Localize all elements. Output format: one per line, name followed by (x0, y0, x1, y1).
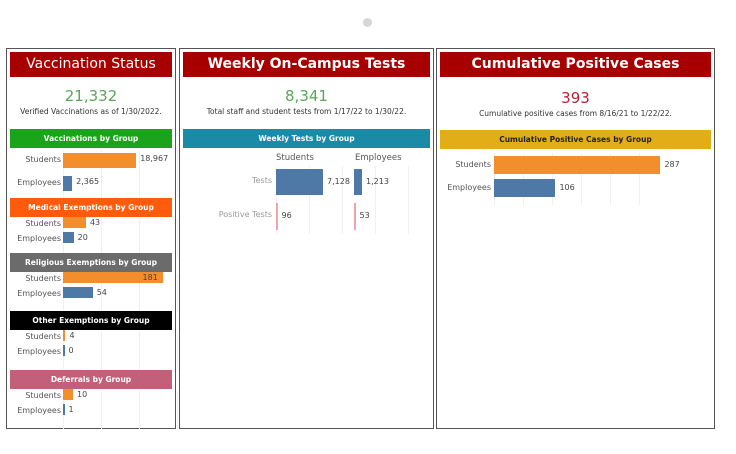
gridline (63, 150, 64, 198)
vaccination-subtitle: Verified Vaccinations as of 1/30/2022. (20, 107, 162, 116)
students-bar[interactable] (494, 156, 661, 174)
gridline (177, 150, 178, 198)
employees-bar[interactable] (63, 404, 65, 415)
row-label: Employees (17, 178, 61, 187)
gridline (610, 153, 611, 205)
cases-section-header: Cumulative Positive Cases by Group (440, 130, 711, 149)
bar-value: 2,365 (76, 177, 100, 186)
vaccination-title: Vaccination Status (10, 52, 172, 77)
bar-value: 7,128 (327, 177, 350, 186)
students-bar[interactable] (63, 217, 86, 228)
employees-bar[interactable] (63, 287, 93, 298)
students-bar[interactable] (276, 169, 324, 195)
gridline (139, 150, 140, 198)
cases-title: Cumulative Positive Cases (440, 52, 711, 77)
row-label: Employees (17, 234, 61, 243)
gridline (101, 391, 102, 429)
bar-value: 53 (359, 211, 370, 220)
column-header-students: Students (276, 153, 314, 163)
students-bar[interactable] (276, 203, 278, 230)
tests-panel: Weekly On-Campus Tests 8,341 Total staff… (179, 48, 434, 429)
bar-value: 0 (68, 346, 74, 355)
students-bar[interactable] (63, 389, 73, 400)
row-label: Students (25, 391, 61, 400)
gridline (309, 166, 310, 234)
gridline (581, 153, 582, 205)
row-label: Students (455, 160, 491, 169)
gridline (177, 274, 178, 312)
gridline (101, 332, 102, 370)
bar-value: 96 (281, 211, 292, 220)
employees-bar[interactable] (63, 232, 74, 243)
cases-subtitle: Cumulative positive cases from 8/16/21 t… (479, 109, 672, 118)
employees-bar[interactable] (354, 203, 356, 230)
employees-bar[interactable] (63, 345, 65, 356)
row-label: Students (25, 219, 61, 228)
vaccination-panel: Vaccination Status 21,332 Verified Vacci… (6, 48, 178, 429)
bar-value: 1,213 (366, 177, 389, 186)
row-label: Positive Tests (218, 210, 272, 219)
students-bar[interactable] (63, 153, 137, 168)
bar-value: 4 (69, 331, 75, 340)
cases-total: 393 (561, 89, 590, 107)
page-indicator-dot[interactable] (363, 18, 372, 27)
tests-subtitle: Total staff and student tests from 1/17/… (206, 107, 407, 116)
tests-title: Weekly On-Campus Tests (183, 52, 430, 77)
employees-bar[interactable] (494, 179, 556, 197)
gridline (139, 391, 140, 429)
bar-value: 20 (77, 233, 88, 242)
bar-value: 54 (96, 288, 107, 297)
row-label: Employees (17, 289, 61, 298)
bar-value: 10 (77, 390, 88, 399)
gridline (139, 332, 140, 370)
gridline (177, 332, 178, 370)
employees-bar[interactable] (63, 176, 73, 191)
students-bar[interactable] (63, 330, 66, 341)
gridline (101, 150, 102, 198)
row-label: Students (25, 332, 61, 341)
bar-value: 1 (68, 405, 74, 414)
students-bar[interactable] (63, 272, 163, 283)
bar-value: 18,967 (140, 154, 169, 163)
employees-bar[interactable] (354, 169, 362, 195)
tests-section-header: Weekly Tests by Group (183, 129, 430, 148)
section-header: Religious Exemptions by Group (10, 253, 172, 272)
section-header: Other Exemptions by Group (10, 311, 172, 330)
gridline (101, 274, 102, 312)
bar-value: 106 (559, 183, 575, 192)
tests-total: 8,341 (285, 87, 328, 105)
gridline (639, 153, 640, 205)
gridline (342, 166, 343, 234)
section-header: Deferrals by Group (10, 370, 172, 389)
bar-value: 181 (142, 273, 158, 282)
gridline (375, 166, 376, 234)
row-label: Students (25, 274, 61, 283)
gridline (408, 166, 409, 234)
gridline (139, 274, 140, 312)
row-label: Employees (447, 183, 491, 192)
column-header-employees: Employees (355, 153, 402, 163)
bar-value: 43 (89, 218, 101, 227)
vaccination-total: 21,332 (64, 87, 118, 105)
gridline (177, 391, 178, 429)
row-label: Employees (17, 406, 61, 415)
row-label: Tests (252, 176, 272, 185)
bar-value: 287 (664, 160, 680, 169)
gridline (101, 219, 102, 257)
gridline (177, 219, 178, 257)
cases-panel: Cumulative Positive Cases 393 Cumulative… (436, 48, 715, 429)
gridline (139, 219, 140, 257)
section-header: Medical Exemptions by Group (10, 198, 172, 217)
gridline (276, 166, 277, 234)
section-header: Vaccinations by Group (10, 129, 172, 148)
row-label: Employees (17, 347, 61, 356)
row-label: Students (25, 155, 61, 164)
